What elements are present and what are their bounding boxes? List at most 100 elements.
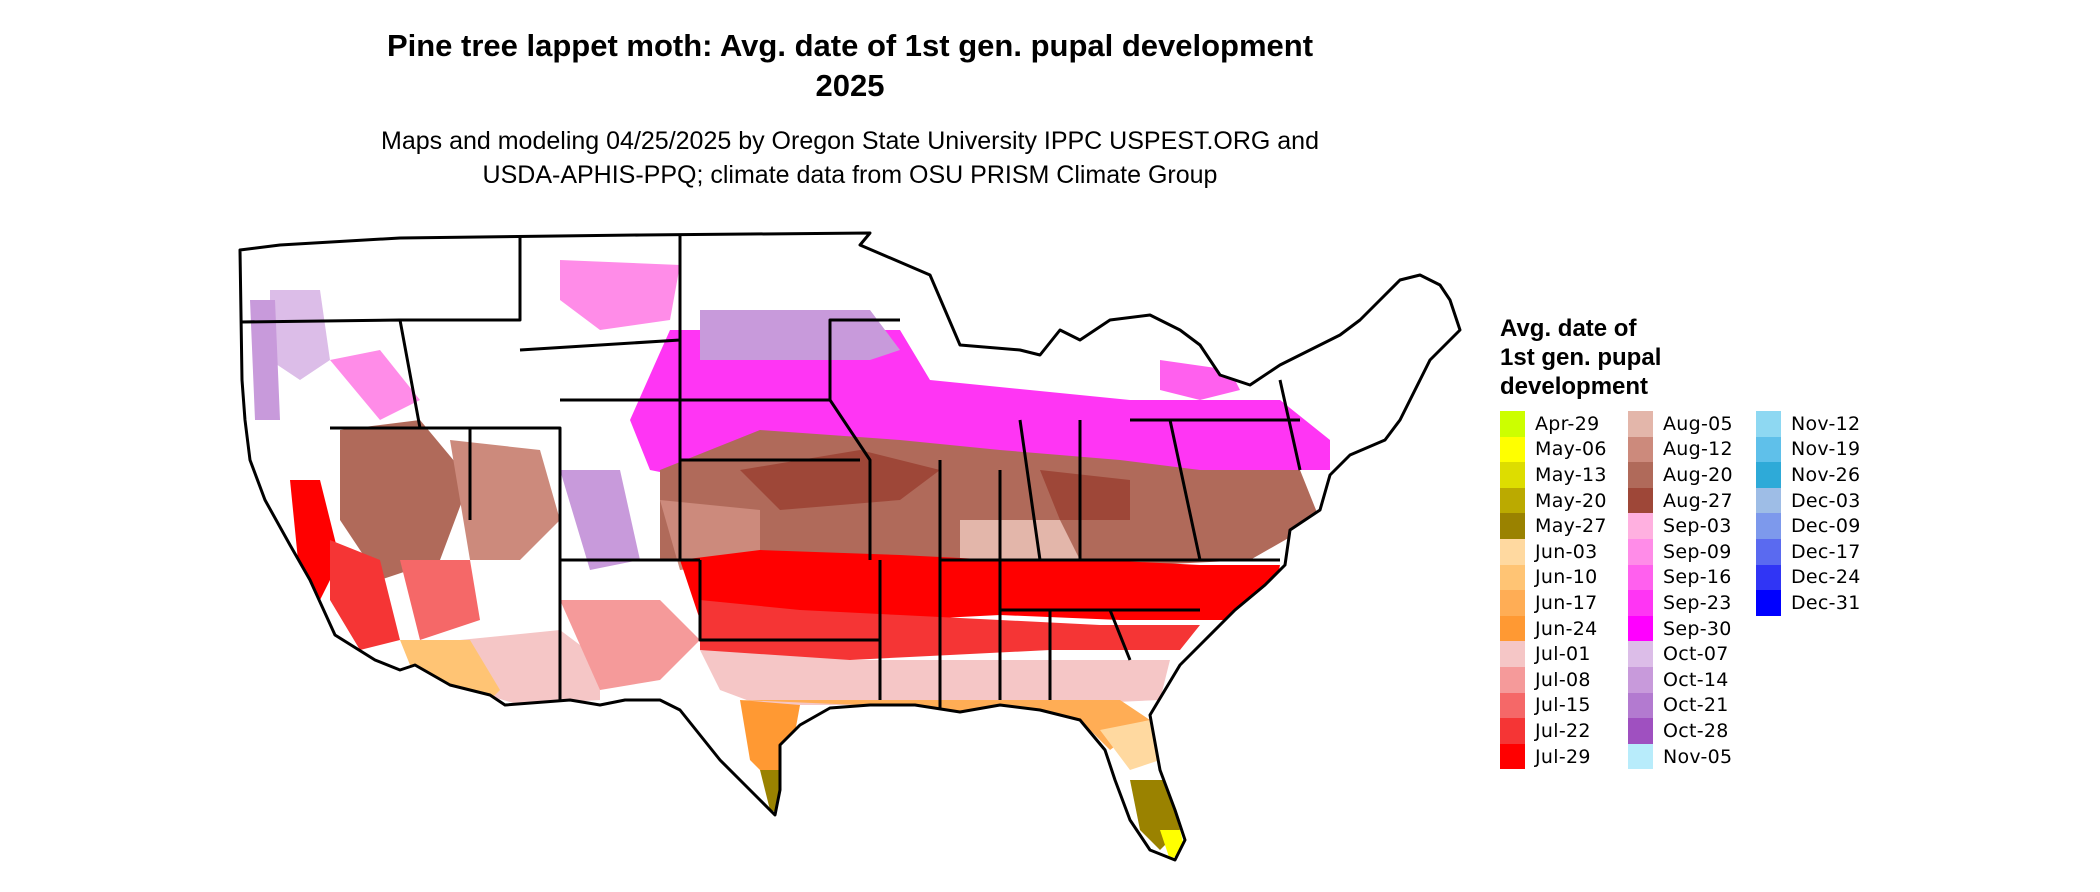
legend-title-line-2: 1st gen. pupal [1500, 344, 1662, 371]
legend-item: Dec-17 [1756, 539, 1861, 565]
legend-label: Oct-28 [1663, 719, 1729, 742]
legend-swatch [1756, 436, 1781, 463]
legend-label: Dec-31 [1791, 591, 1861, 614]
legend-item: Nov-26 [1756, 462, 1860, 488]
legend-item: Sep-23 [1628, 590, 1732, 616]
legend-label: Jul-15 [1535, 694, 1591, 717]
legend-item: Jun-24 [1500, 615, 1598, 642]
legend-item: Jun-10 [1500, 564, 1598, 591]
legend-swatch [1628, 487, 1653, 514]
legend-label: Jul-29 [1535, 745, 1591, 768]
legend-label: Dec-17 [1791, 540, 1861, 563]
legend-swatch [1500, 692, 1525, 719]
legend-item: Jul-01 [1500, 641, 1591, 667]
map-title: Pine tree lappet moth: Avg. date of 1st … [0, 26, 1700, 106]
legend-label: Jul-22 [1535, 719, 1591, 742]
legend-item: Oct-28 [1628, 718, 1729, 744]
legend-swatch [1500, 513, 1525, 539]
legend-label: Aug-20 [1663, 463, 1733, 486]
legend-item: Oct-14 [1628, 667, 1729, 693]
legend-item: Dec-09 [1756, 513, 1861, 539]
legend-label: Jul-08 [1535, 668, 1591, 691]
legend-label: Nov-05 [1663, 745, 1733, 768]
legend-item: Sep-30 [1628, 615, 1732, 642]
legend-label: Apr-29 [1535, 412, 1600, 435]
legend-item: Nov-05 [1628, 743, 1733, 770]
legend-item: Sep-09 [1628, 539, 1732, 565]
legend-label: Sep-09 [1663, 540, 1732, 563]
legend-item: Dec-31 [1756, 590, 1861, 616]
legend-swatch [1500, 667, 1525, 693]
legend-items: Apr-29 May-06 May-13 May-20 May-27 Jun-03 Jun-… [1500, 411, 1940, 841]
legend-swatch [1756, 411, 1781, 437]
legend-item: May-13 [1500, 462, 1607, 488]
title-line-2: 2025 [815, 68, 885, 103]
map-subtitle: Maps and modeling 04/25/2025 by Oregon S… [0, 124, 1700, 192]
legend-label: Sep-30 [1663, 617, 1732, 640]
legend-swatch [1500, 641, 1525, 667]
legend-swatch [1500, 615, 1525, 642]
legend-item: Jun-03 [1500, 539, 1598, 565]
legend-swatch [1500, 436, 1525, 463]
subtitle-line-1: Maps and modeling 04/25/2025 by Oregon S… [381, 127, 1319, 155]
legend-swatch [1628, 513, 1653, 539]
us-map [238, 231, 1462, 862]
legend-swatch [1756, 513, 1781, 539]
legend-swatch [1500, 564, 1525, 591]
legend-swatch [1628, 411, 1653, 437]
legend-item: May-06 [1500, 436, 1607, 463]
legend-item: Oct-07 [1628, 641, 1729, 667]
legend-item: May-20 [1500, 487, 1607, 514]
legend-swatch [1628, 462, 1653, 488]
legend-item: Jun-17 [1500, 590, 1598, 616]
legend-swatch [1628, 590, 1653, 616]
legend-label: Jun-24 [1535, 617, 1598, 640]
legend-swatch [1628, 718, 1653, 744]
legend-swatch [1756, 462, 1781, 488]
legend-swatch [1756, 487, 1781, 514]
legend-swatch [1628, 743, 1653, 770]
legend-swatch [1500, 539, 1525, 565]
legend-label: Jun-10 [1535, 566, 1598, 589]
legend-label: May-20 [1535, 489, 1607, 512]
legend-item: Sep-16 [1628, 564, 1732, 591]
legend-label: Dec-03 [1791, 489, 1861, 512]
legend-swatch [1628, 539, 1653, 565]
legend-item: May-27 [1500, 513, 1607, 539]
legend-label: Jul-01 [1535, 643, 1591, 666]
legend-label: May-27 [1535, 515, 1607, 538]
legend-item: Nov-19 [1756, 436, 1861, 463]
state-boundaries [238, 231, 1462, 862]
legend-swatch [1628, 641, 1653, 667]
legend-swatch [1628, 615, 1653, 642]
legend-swatch [1756, 564, 1781, 591]
legend-swatch [1628, 436, 1653, 463]
legend-item: Sep-03 [1628, 513, 1732, 539]
legend-label: Nov-26 [1791, 463, 1861, 486]
legend-label: Oct-14 [1663, 668, 1729, 691]
legend-item: Jul-22 [1500, 718, 1591, 744]
legend-title: Avg. date of 1st gen. pupal development [1500, 314, 1940, 401]
legend-item: Aug-12 [1628, 436, 1733, 463]
legend-item: Aug-05 [1628, 411, 1733, 437]
legend-item: Jul-29 [1500, 743, 1591, 770]
legend-item: Oct-21 [1628, 692, 1729, 719]
legend-item: Dec-24 [1756, 564, 1861, 591]
legend-item: Jul-15 [1500, 692, 1591, 719]
legend-label: Dec-24 [1791, 566, 1861, 589]
legend-swatch [1628, 564, 1653, 591]
legend-item: Dec-03 [1756, 487, 1861, 514]
legend-label: Oct-07 [1663, 643, 1729, 666]
legend-item: Nov-12 [1756, 411, 1860, 437]
legend-swatch [1500, 590, 1525, 616]
legend-item: Aug-20 [1628, 462, 1733, 488]
legend: Avg. date of 1st gen. pupal development … [1500, 314, 1940, 841]
legend-item: Aug-27 [1628, 487, 1733, 514]
legend-swatch [1500, 462, 1525, 488]
legend-title-line-3: development [1500, 373, 1649, 400]
legend-swatch [1756, 539, 1781, 565]
legend-label: Nov-19 [1791, 438, 1861, 461]
legend-label: Dec-09 [1791, 515, 1861, 538]
legend-swatch [1500, 718, 1525, 744]
legend-swatch [1500, 411, 1525, 437]
